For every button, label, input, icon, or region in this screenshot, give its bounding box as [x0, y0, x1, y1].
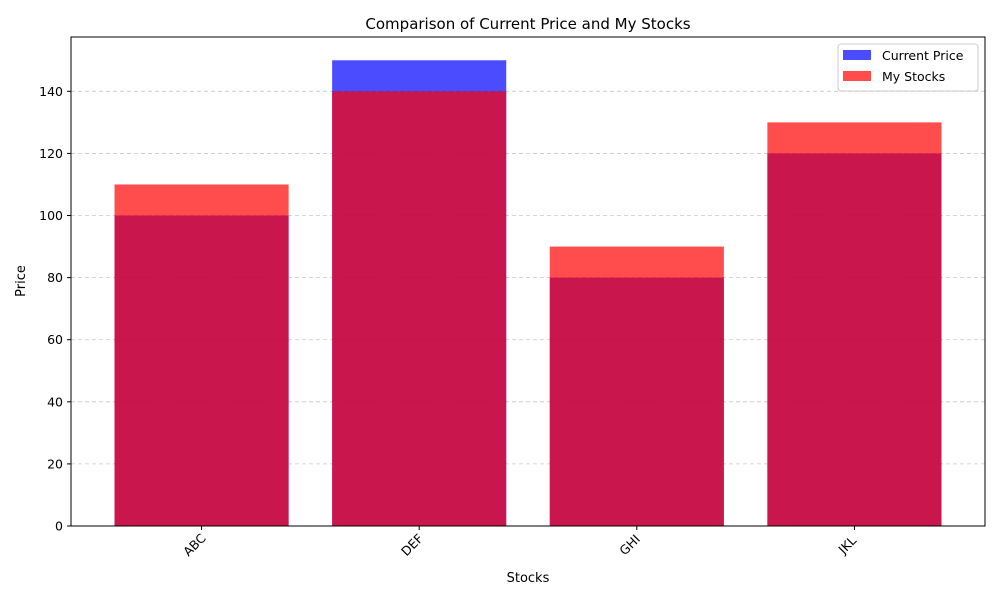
- y-tick-label: 140: [39, 84, 63, 99]
- x-tick-label-ghi: GHI: [616, 531, 643, 558]
- legend-label-my-stocks: My Stocks: [882, 69, 945, 84]
- legend-swatch-current-price: [843, 50, 871, 60]
- chart-title: Comparison of Current Price and My Stock…: [365, 15, 690, 33]
- bar-my-stocks-def: [332, 91, 507, 526]
- x-tick-label-jkl: JKL: [835, 533, 860, 558]
- y-tick-label: 60: [47, 332, 63, 347]
- legend: Current Price My Stocks: [837, 43, 979, 92]
- bar-my-stocks-jkl: [767, 122, 942, 526]
- x-axis-ticks: ABC DEF GHI JKL: [180, 526, 859, 559]
- y-tick-label: 100: [39, 208, 63, 223]
- x-tick-label-def: DEF: [398, 531, 426, 559]
- axes: [70, 36, 986, 527]
- y-tick-label: 80: [47, 270, 63, 285]
- legend-label-current-price: Current Price: [882, 48, 964, 63]
- legend-swatch-my-stocks: [843, 71, 871, 81]
- y-tick-label: 0: [55, 519, 63, 534]
- legend-box: [837, 43, 979, 92]
- y-tick-label: 20: [47, 456, 63, 471]
- bar-my-stocks-ghi: [549, 246, 724, 527]
- bar-my-stocks-abc: [114, 184, 289, 526]
- x-tick-label-abc: ABC: [180, 530, 209, 559]
- y-tick-label: 40: [47, 394, 63, 409]
- y-tick-label: 120: [39, 146, 63, 161]
- y-axis-ticks: 0 20 40 60 80 100 120 140: [39, 84, 71, 534]
- plot-frame: [70, 36, 986, 527]
- bars: [114, 60, 942, 527]
- y-axis-label: Price: [14, 265, 29, 297]
- x-axis-label: Stocks: [507, 571, 550, 586]
